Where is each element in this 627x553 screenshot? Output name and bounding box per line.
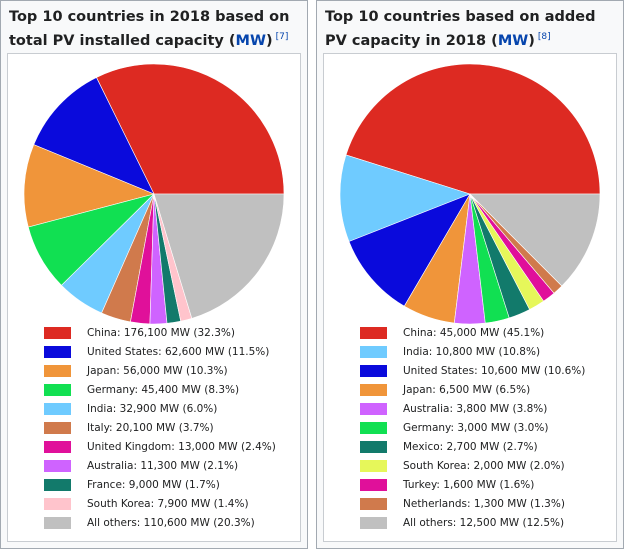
legend-swatch (44, 478, 71, 491)
legend-item: Australia: 11,300 MW (2.1%) (44, 456, 276, 475)
legend-label: China: 176,100 MW (32.3%) (87, 326, 235, 339)
legend-swatch (44, 440, 71, 453)
pie-slice (33, 77, 155, 195)
legend-swatch (360, 345, 387, 358)
legend-label: India: 32,900 MW (6.0%) (87, 402, 218, 415)
legend-label: South Korea: 7,900 MW (1.4%) (87, 497, 249, 510)
legend-item: China: 176,100 MW (32.3%) (44, 323, 276, 342)
legend-label: India: 10,800 MW (10.8%) (403, 345, 541, 358)
pie-chart (339, 63, 601, 324)
legend-swatch (360, 402, 387, 415)
legend-item: Mexico: 2,700 MW (2.7%) (360, 437, 585, 456)
legend-label: United States: 10,600 MW (10.6%) (403, 364, 586, 377)
legend-item: Japan: 56,000 MW (10.3%) (44, 361, 276, 380)
chart-title-text: Top 10 countries based on added PV capac… (325, 9, 596, 49)
mw-link[interactable]: MW (235, 32, 266, 49)
pie-slice (23, 144, 155, 228)
pie-slice (153, 193, 285, 319)
chart-title-text: Top 10 countries in 2018 based on total … (9, 9, 290, 49)
legend-label: All others: 12,500 MW (12.5%) (403, 516, 565, 529)
legend-item: India: 10,800 MW (10.8%) (360, 342, 585, 361)
legend-swatch (44, 516, 71, 529)
legend-item: France: 9,000 MW (1.7%) (44, 475, 276, 494)
legend-label: South Korea: 2,000 MW (2.0%) (403, 459, 565, 472)
chart-panel-added-capacity: Top 10 countries based on added PV capac… (316, 0, 624, 549)
legend-swatch (44, 421, 71, 434)
legend-swatch (360, 478, 387, 491)
legend: China: 176,100 MW (32.3%) United States: … (44, 323, 276, 532)
legend-item: United Kingdom: 13,000 MW (2.4%) (44, 437, 276, 456)
mw-link[interactable]: MW (497, 32, 529, 49)
legend-swatch (44, 345, 71, 358)
legend-item: Germany: 3,000 MW (3.0%) (360, 418, 585, 437)
pie-slice (345, 63, 601, 195)
legend-swatch (360, 459, 387, 472)
chart-box: China: 176,100 MW (32.3%) United States: … (7, 53, 301, 542)
legend-swatch (360, 440, 387, 453)
legend-item: All others: 110,600 MW (20.3%) (44, 513, 276, 532)
legend-label: Japan: 6,500 MW (6.5%) (403, 383, 531, 396)
chart-box: China: 45,000 MW (45.1%) India: 10,800 MW… (323, 53, 617, 542)
legend-swatch (360, 383, 387, 396)
legend-item: India: 32,900 MW (6.0%) (44, 399, 276, 418)
legend-label: All others: 110,600 MW (20.3%) (87, 516, 255, 529)
legend-label: France: 9,000 MW (1.7%) (87, 478, 220, 491)
legend-swatch (44, 326, 71, 339)
legend-swatch (360, 497, 387, 510)
legend-swatch (44, 402, 71, 415)
legend-swatch (360, 364, 387, 377)
legend: China: 45,000 MW (45.1%) India: 10,800 MW… (360, 323, 585, 532)
legend-item: Italy: 20,100 MW (3.7%) (44, 418, 276, 437)
legend-item: South Korea: 7,900 MW (1.4%) (44, 494, 276, 513)
legend-swatch (44, 364, 71, 377)
legend-swatch (44, 497, 71, 510)
legend-label: Germany: 3,000 MW (3.0%) (403, 421, 549, 434)
legend-label: Netherlands: 1,300 MW (1.3%) (403, 497, 565, 510)
legend-swatch (44, 459, 71, 472)
legend-label: Japan: 56,000 MW (10.3%) (87, 364, 228, 377)
pie-slice (469, 193, 601, 287)
legend-label: United States: 62,600 MW (11.5%) (87, 345, 270, 358)
legend-item: Japan: 6,500 MW (6.5%) (360, 380, 585, 399)
legend-item: United States: 62,600 MW (11.5%) (44, 342, 276, 361)
legend-label: United Kingdom: 13,000 MW (2.4%) (87, 440, 276, 453)
legend-label: China: 45,000 MW (45.1%) (403, 326, 545, 339)
chart-title-tail: ) (528, 32, 535, 49)
chart-panel-total-capacity: Top 10 countries in 2018 based on total … (0, 0, 308, 549)
pie-slice (339, 154, 471, 242)
legend-item: Turkey: 1,600 MW (1.6%) (360, 475, 585, 494)
legend-label: Mexico: 2,700 MW (2.7%) (403, 440, 538, 453)
chart-title-tail: ) (265, 32, 273, 49)
reference-link[interactable]: [8] (537, 32, 551, 42)
legend-swatch (360, 326, 387, 339)
pie-chart (23, 63, 285, 324)
legend-label: Australia: 11,300 MW (2.1%) (87, 459, 239, 472)
reference-link[interactable]: [7] (275, 32, 289, 42)
legend-item: China: 45,000 MW (45.1%) (360, 323, 585, 342)
legend-label: Australia: 3,800 MW (3.8%) (403, 402, 548, 415)
chart-title: Top 10 countries based on added PV capac… (325, 7, 617, 51)
legend-label: Turkey: 1,600 MW (1.6%) (403, 478, 535, 491)
legend-item: Netherlands: 1,300 MW (1.3%) (360, 494, 585, 513)
legend-swatch (360, 421, 387, 434)
legend-item: Australia: 3,800 MW (3.8%) (360, 399, 585, 418)
pie-slice (348, 193, 471, 307)
chart-title: Top 10 countries in 2018 based on total … (9, 7, 301, 51)
legend-item: South Korea: 2,000 MW (2.0%) (360, 456, 585, 475)
legend-swatch (360, 516, 387, 529)
legend-item: Germany: 45,400 MW (8.3%) (44, 380, 276, 399)
pie-slice (96, 63, 285, 195)
legend-item: United States: 10,600 MW (10.6%) (360, 361, 585, 380)
legend-label: Italy: 20,100 MW (3.7%) (87, 421, 214, 434)
legend-item: All others: 12,500 MW (12.5%) (360, 513, 585, 532)
legend-label: Germany: 45,400 MW (8.3%) (87, 383, 240, 396)
legend-swatch (44, 383, 71, 396)
